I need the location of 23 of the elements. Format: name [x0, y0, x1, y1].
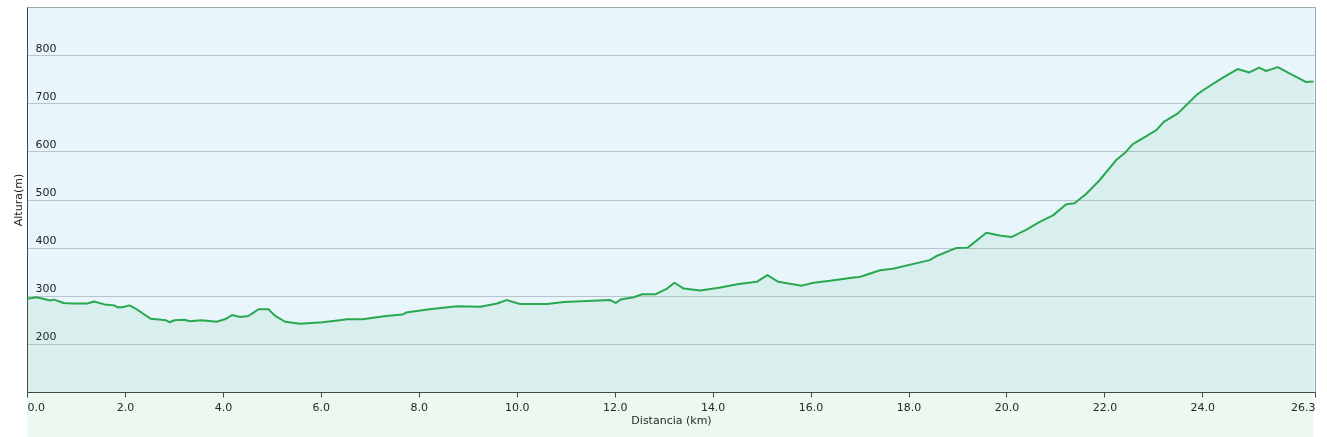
x-tick-label: 2.0	[116, 400, 135, 414]
x-tick-label: 10.0	[504, 400, 530, 414]
y-tick-label: 800	[35, 41, 57, 55]
y-tick-label: 500	[35, 186, 57, 199]
y-tick-label: 700	[35, 89, 57, 103]
x-tick-label: 20.0	[994, 400, 1020, 414]
x-tick-label: 22.0	[1092, 400, 1118, 414]
x-tick-label: 0.0	[27, 400, 45, 414]
x-tick-label: 16.0	[798, 400, 824, 414]
x-tick-label: 14.0	[700, 400, 726, 414]
x-tick-label: 4.0	[214, 400, 233, 414]
x-tick-label: 24.0	[1190, 400, 1216, 414]
x-tick-label: 26.3	[1291, 400, 1316, 414]
x-tick-label: 6.0	[312, 400, 331, 414]
x-tick-label: 18.0	[896, 400, 922, 414]
x-tick-label: 8.0	[410, 400, 429, 414]
y-tick-label: 300	[35, 282, 57, 296]
x-axis-title: Distancia (km)	[631, 413, 712, 427]
y-axis-title: Altura(m)	[11, 173, 25, 227]
y-tick-label: 600	[35, 137, 57, 151]
x-tick-label: 12.0	[602, 400, 628, 414]
y-tick-label: 400	[35, 234, 57, 248]
y-tick-label: 200	[35, 330, 57, 344]
